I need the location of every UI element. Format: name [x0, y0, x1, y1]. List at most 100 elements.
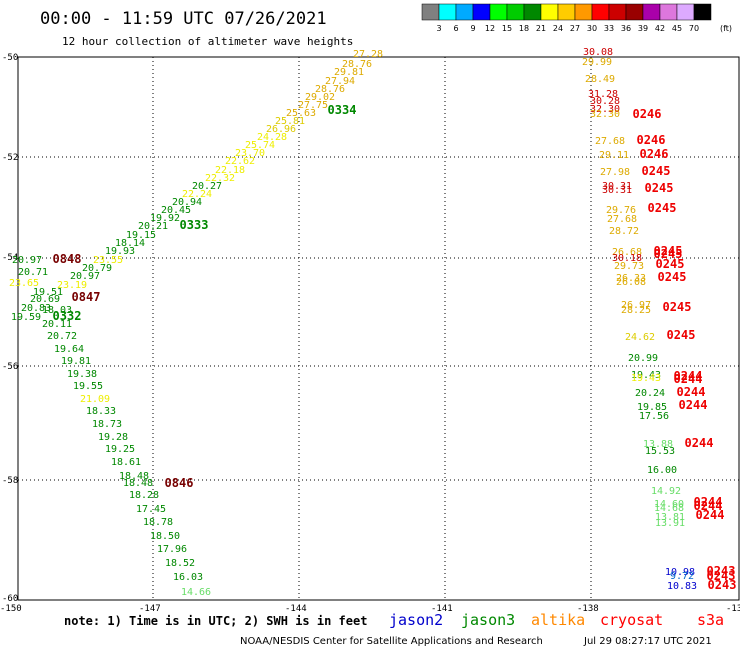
- wave-height-label: 26.08: [616, 277, 646, 288]
- pass-time-label: 0244: [694, 495, 723, 509]
- wave-height-label: 23.55: [93, 255, 123, 266]
- pass-time-label: 0244: [674, 372, 703, 386]
- colorbar-swatch: [659, 3, 678, 21]
- wave-height-label: 29.73: [614, 261, 644, 272]
- wave-height-label: 30.28: [590, 96, 620, 107]
- wave-height-label: 19.59: [11, 312, 41, 323]
- wave-height-label: 29.99: [582, 57, 612, 68]
- lon-tick-label: -144: [285, 604, 307, 614]
- colorbar-label: 15: [502, 24, 512, 33]
- wave-height-label: 19.43: [631, 370, 661, 381]
- wave-height-label: 20.94: [172, 197, 202, 208]
- wave-height-label: 19.25: [105, 444, 135, 455]
- colorbar-label: 3: [436, 24, 441, 33]
- pass-time-label: 0246: [633, 107, 662, 121]
- wave-height-label: 24.28: [257, 132, 287, 143]
- wave-height-label: 32.30: [590, 109, 620, 120]
- wave-height-label: 29.81: [334, 67, 364, 78]
- lat-tick-label: -60: [2, 594, 18, 604]
- colorbar-swatch: [506, 3, 525, 21]
- lon-tick-label: -147: [139, 604, 161, 614]
- wave-height-label: 28.49: [585, 74, 615, 85]
- lat-tick-label: -54: [2, 253, 18, 263]
- wave-height-label: 20.11: [42, 319, 72, 330]
- wave-height-label: 19.55: [73, 381, 103, 392]
- wave-height-label: 30.31: [602, 181, 632, 192]
- wave-height-label: 30.08: [583, 47, 613, 58]
- wave-height-label: 20.69: [30, 294, 60, 305]
- satellite-legend-item: altika: [531, 611, 585, 629]
- wave-height-label: 19.15: [126, 230, 156, 241]
- page-subtitle: 12 hour collection of altimeter wave hei…: [62, 35, 353, 48]
- wave-height-label: 10.98: [665, 567, 695, 578]
- lon-tick-label: -13: [726, 604, 740, 614]
- wave-height-label: 18.14: [115, 238, 145, 249]
- wave-height-label: 18.61: [111, 457, 141, 468]
- colorbar-label: 30: [587, 24, 597, 33]
- pass-time-label: 0245: [642, 164, 671, 178]
- wave-height-label: 25.81: [275, 116, 305, 127]
- wave-height-label: 26.68: [612, 247, 642, 258]
- wave-height-label: 27.28: [353, 49, 383, 60]
- pass-time-label: 0245: [654, 247, 683, 261]
- wave-height-label: 20.72: [47, 331, 77, 342]
- wave-height-label: 20.97: [12, 255, 42, 266]
- wave-height-label: 28.25: [621, 305, 651, 316]
- wave-height-label: 30.18: [612, 253, 642, 264]
- wave-height-label: 14.92: [651, 486, 681, 497]
- wave-height-label: 19.28: [98, 432, 128, 443]
- lat-tick-label: -56: [2, 362, 18, 372]
- colorbar-label: 45: [672, 24, 682, 33]
- colorbar-unit: (ft): [720, 24, 732, 33]
- wave-height-label: 23.70: [235, 148, 265, 159]
- pass-time-label: 0246: [637, 133, 666, 147]
- wave-height-label: 18.03: [42, 305, 72, 316]
- pass-time-label: 0244: [674, 369, 703, 383]
- wave-height-labels: 27.2828.7629.8127.9428.7629.0227.7525.63…: [9, 47, 697, 598]
- pass-time-label: 0243: [707, 569, 736, 583]
- wave-height-label: 18.78: [143, 517, 173, 528]
- colorbar-label: 12: [485, 24, 495, 33]
- colorbar-label: 39: [638, 24, 648, 33]
- pass-time-label: 0245: [648, 201, 677, 215]
- colorbar-swatch: [557, 3, 576, 21]
- wave-height-label: 22.62: [225, 156, 255, 167]
- wave-height-label: 31.28: [588, 89, 618, 100]
- wave-height-label: 20.79: [82, 263, 112, 274]
- colorbar-swatch: [421, 3, 440, 21]
- lon-tick-label: -150: [0, 604, 22, 614]
- wave-height-label: 20.45: [161, 205, 191, 216]
- wave-height-label: 27.68: [595, 136, 625, 147]
- colorbar-swatch: [472, 3, 491, 21]
- wave-height-label: 9.72: [670, 571, 694, 582]
- wave-height-label: 27.98: [600, 167, 630, 178]
- wave-height-label: 14.60: [654, 499, 684, 510]
- wave-height-label: 19.93: [105, 246, 135, 257]
- wave-height-label: 23.65: [9, 278, 39, 289]
- pass-time-label: 0244: [694, 499, 723, 513]
- satellite-legend-item: jason3: [461, 611, 515, 629]
- wave-height-label: 17.45: [136, 504, 166, 515]
- wave-height-label: 18.48: [123, 478, 153, 489]
- wave-height-label: 20.97: [70, 271, 100, 282]
- wave-height-label: 18.73: [92, 419, 122, 430]
- wave-height-label: 17.96: [157, 544, 187, 555]
- colorbar-label: 70: [689, 24, 699, 33]
- timestamp-text: Jul 29 08:27:17 UTC 2021: [583, 636, 712, 647]
- wave-height-label: 21.09: [80, 394, 110, 405]
- wave-height-label: 23.19: [57, 280, 87, 291]
- wave-height-label: 13.88: [643, 439, 673, 450]
- wave-height-label: 14.68: [654, 503, 684, 514]
- wave-height-label: 20.71: [18, 267, 48, 278]
- footer-note: note: 1) Time is in UTC; 2) SWH is in fe…: [64, 614, 367, 628]
- pass-time-label: 0848: [53, 252, 82, 266]
- axis-ticks: -150 -147 -144 -141 -138 -13 -50 -52 -54 -56 -58 -6…: [0, 53, 740, 614]
- colorbar-label: 18: [519, 24, 529, 33]
- wave-height-label: 18.33: [86, 406, 116, 417]
- pass-time-label: 0245: [645, 181, 674, 195]
- wave-height-label: 16.00: [647, 465, 677, 476]
- page-title: 00:00 - 11:59 UTC 07/26/2021: [40, 9, 327, 29]
- pass-time-label: 0245: [667, 328, 696, 342]
- colorbar-legend: 3 6 9 12 15 18 21 24 27 30 33 36 39 42 45 70 (ft): [421, 3, 732, 33]
- wave-height-label: 13.81: [655, 512, 685, 523]
